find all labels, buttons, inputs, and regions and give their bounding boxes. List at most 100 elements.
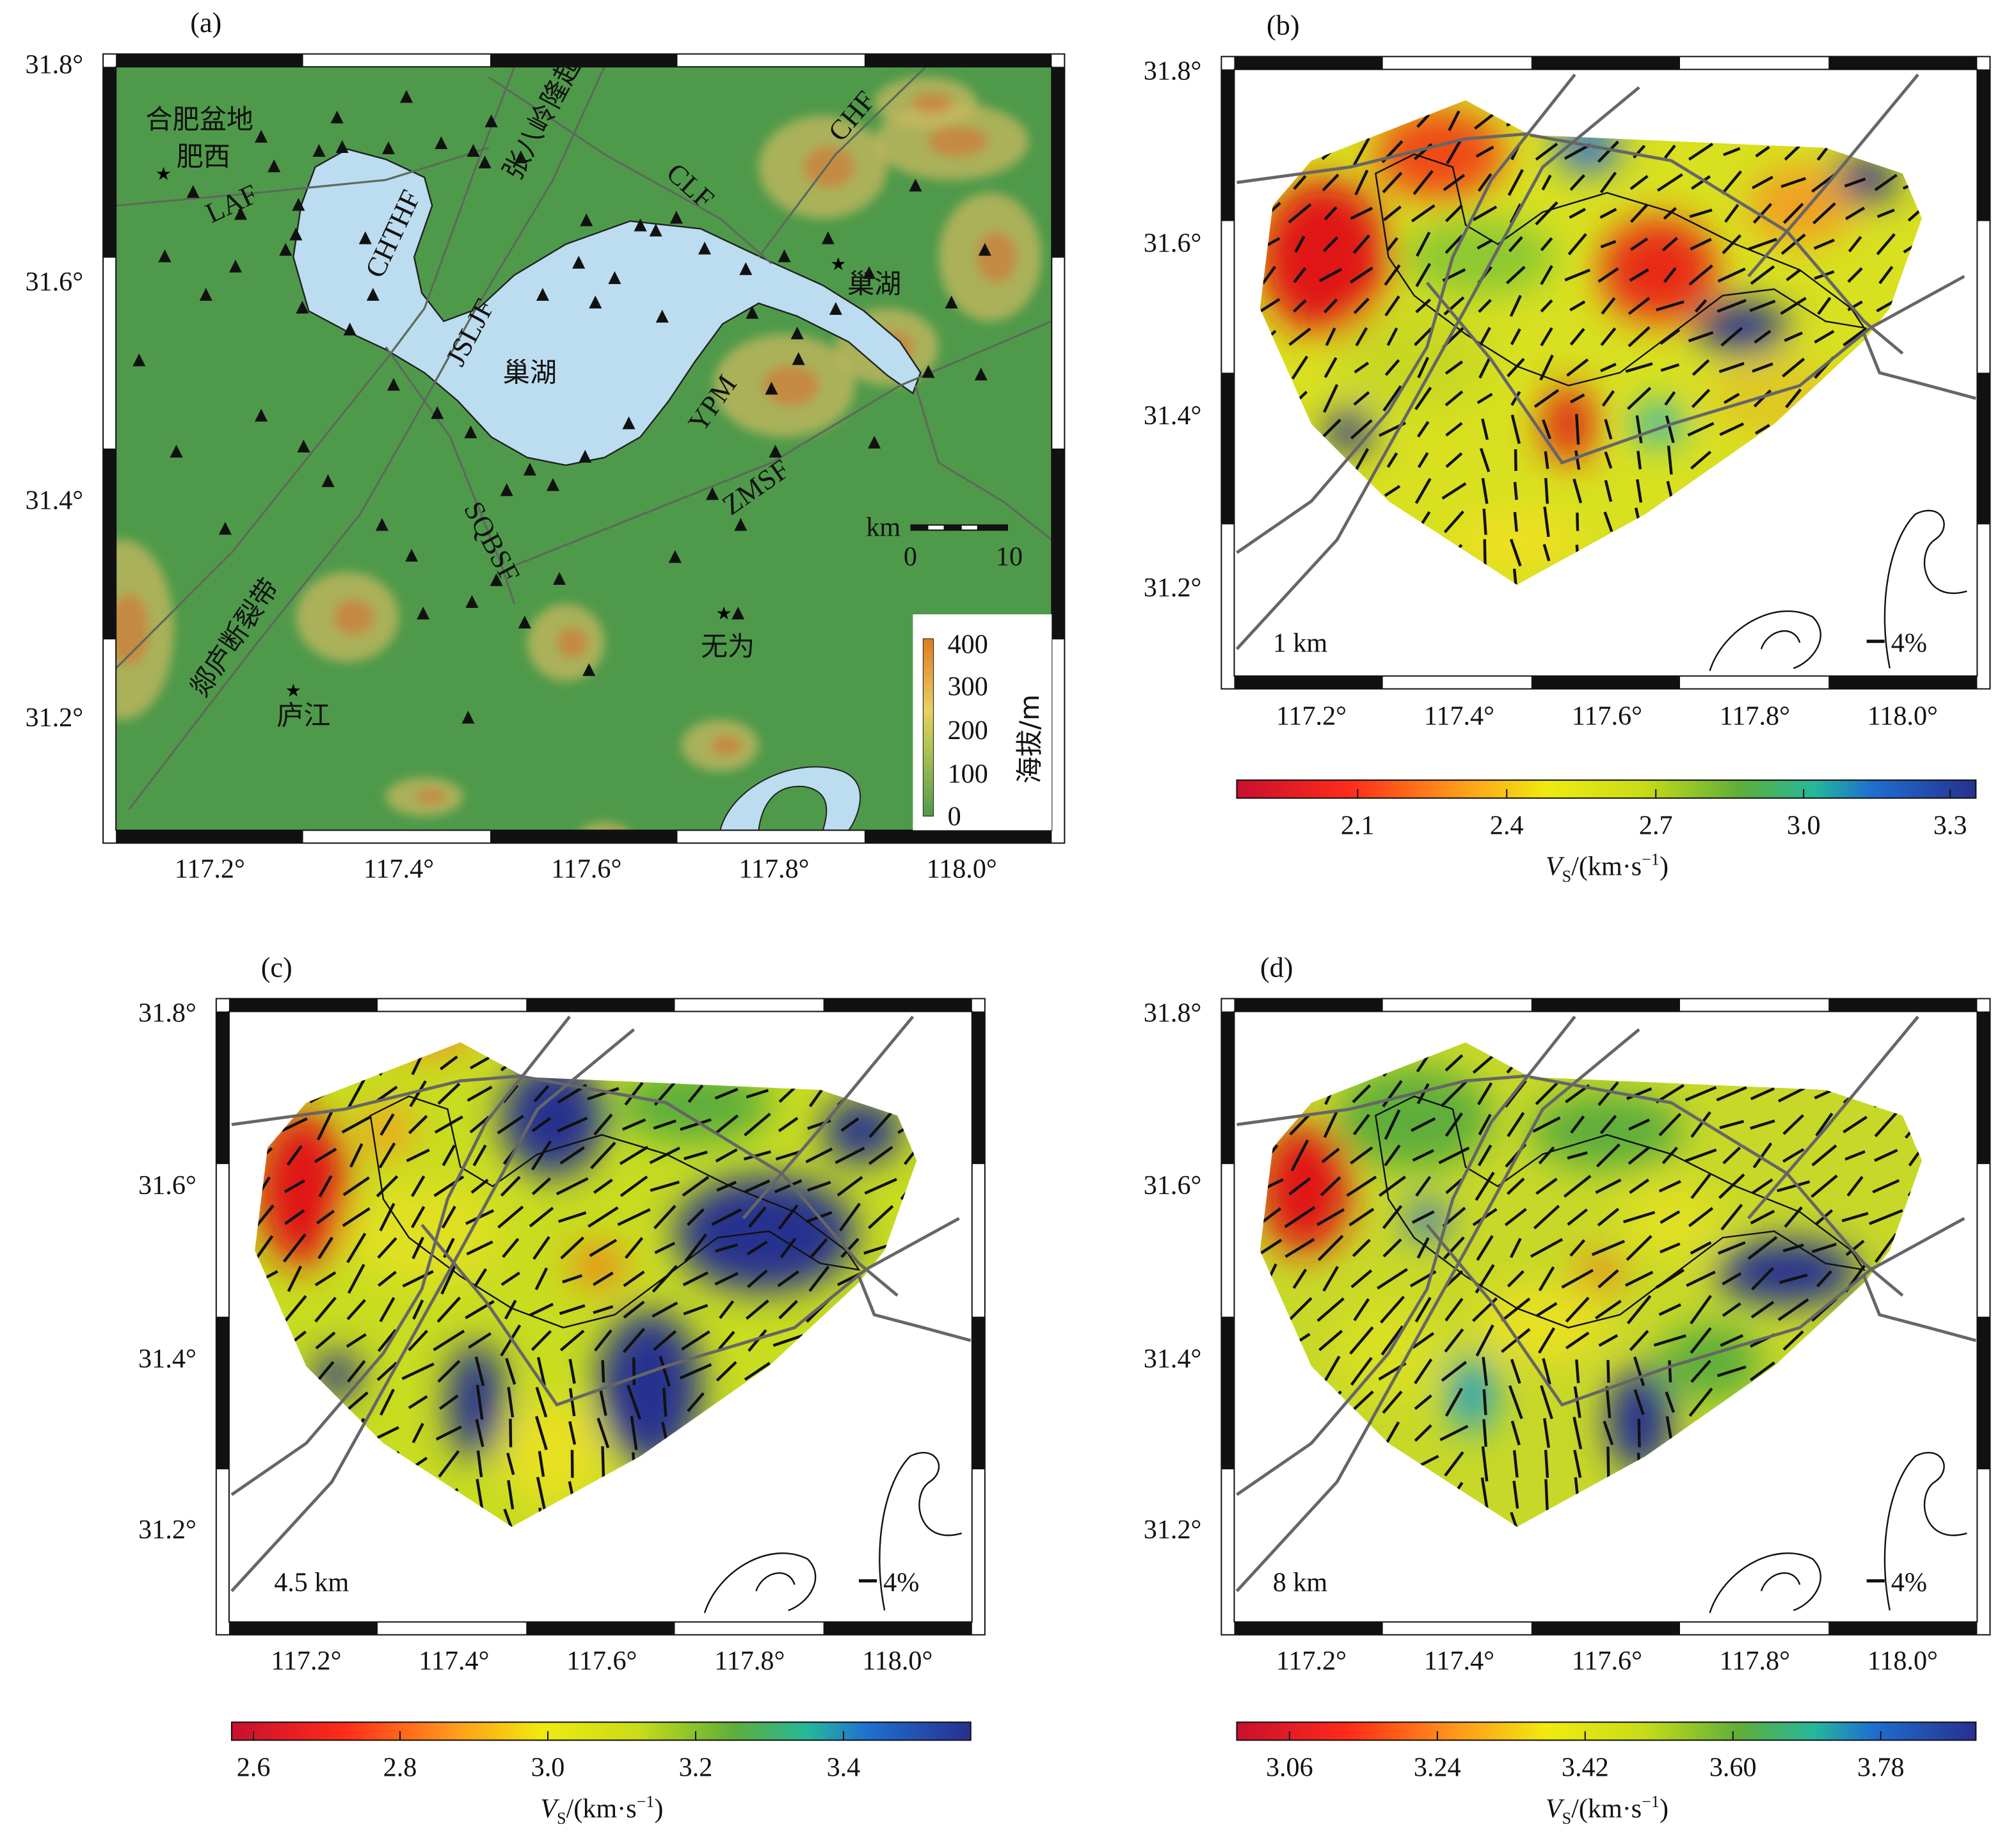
station-triangle-icon [358,231,372,244]
station-triangle-icon [464,425,477,438]
x-tick-label: 118.0° [862,1646,932,1676]
station-triangle-icon [518,616,531,629]
colorbar-tick-label: 2.1 [1341,810,1375,840]
station-triangle-icon [909,179,922,192]
city-star-icon: ★ [285,682,301,701]
station-triangle-icon [863,266,876,279]
station-triangle-icon [792,352,805,365]
vs-tomography-map [255,1042,917,1527]
station-triangle-icon [668,550,682,563]
panel-b: (b) 31.8° 31.6° 31.4° 31.2° 117.2° 117.4° 117.6… [1144,10,1991,886]
panel-d: (d) 31.8° 31.6° 31.4° 31.2° 117.2° 117.4° 117.6… [1144,952,1991,1828]
scale-end: 10 [996,542,1023,572]
colorbar-tick-label: 3.0 [1787,810,1821,840]
elev-tick: 200 [948,715,988,746]
station-triangle-icon [343,323,356,336]
label-hefei-basin: 合肥盆地 [145,104,253,135]
depth-label: 1 km [1273,628,1328,658]
colorbar-title: VS/(km·s−1) [1546,1792,1668,1828]
y-tick-label: 31.4° [1144,401,1202,431]
panel-label: (a) [190,7,221,38]
title-exp: −1 [1642,850,1660,869]
title-v: V [1546,852,1565,882]
station-triangle-icon [523,463,536,476]
station-triangle-icon [732,606,745,620]
scale-bar: km 0 10 [866,513,1023,572]
station-triangle-icon [228,259,242,273]
y-tick-label: 31.2° [138,1515,196,1545]
station-triangle-icon [218,522,232,535]
city-star-icon: ★ [156,164,172,184]
title-unit: /(km·s [1571,852,1642,882]
fault-lines [116,67,1052,811]
x-tick-label: 117.2° [175,854,245,884]
station-triangle-icon [580,213,593,227]
title-close: ) [654,1794,663,1824]
station-triangle-icon [579,449,592,463]
station-triangle-icon [589,295,602,309]
station-triangle-icon [435,136,448,149]
station-triangle-icon [467,143,480,157]
station-triangle-icon [790,326,804,340]
station-triangle-icon [649,223,662,237]
colorbar-tick-label: 2.6 [237,1753,271,1783]
x-tick-label: 117.4° [1424,1646,1494,1676]
map-frame [1220,56,1991,690]
station-triangle-icon [279,243,292,256]
y-tick-label: 31.6° [1144,228,1202,259]
x-tick-label: 117.8° [1720,1646,1790,1676]
station-triangle-icon [312,143,326,157]
station-triangle-icon [255,408,268,422]
x-tick-label: 117.2° [1276,1646,1347,1676]
station-triangle-icon [465,594,479,608]
title-sub: S [1562,1809,1572,1828]
map-frame: 31.8° 31.6° 31.4° 31.2° 117.2° 117.4° 117.6° 11… [25,49,1066,884]
station-triangle-icon [297,439,310,452]
colorbar: 2.1 2.4 2.7 3.0 3.3 VS/(km·s−1) [1236,779,1977,886]
colorbar-tick-label: 3.2 [679,1753,713,1783]
x-tick-label: 117.8° [714,1646,785,1676]
station-triangle-icon [381,141,395,155]
colorbar-tick-label: 2.7 [1639,810,1673,840]
title-close: ) [1660,1794,1668,1824]
station-triangle-icon [778,249,791,262]
title-close: ) [1660,852,1668,882]
station-triangle-icon [546,478,560,491]
colorbar-title: VS/(km·s−1) [1546,850,1668,886]
station-triangle-icon [431,406,444,419]
scale-unit: km [866,513,900,543]
elevation-legend: 400 300 200 100 0 海拔/m [913,614,1052,831]
colorbar-tick-label: 3.42 [1562,1753,1609,1783]
colorbar-tick-label: 3.3 [1933,810,1967,840]
station-triangle-icon [234,207,248,220]
city-star-icon: ★ [716,604,732,624]
colorbar-tick-label: 3.60 [1709,1753,1757,1783]
elev-legend-title: 海拔/m [1014,694,1045,784]
station-triangle-icon [868,435,881,449]
elev-tick: 100 [948,759,988,789]
fault-overlay [1235,73,1976,671]
station-triangle-icon [769,444,782,458]
depth-label: 8 km [1273,1567,1328,1597]
station-triangle-icon [158,249,172,262]
station-triangle-icon [706,487,719,500]
title-exp: −1 [637,1792,655,1811]
station-triangle-icon [268,159,281,173]
map-frame [215,998,986,1636]
label-wuwei: 无为 [701,630,755,662]
x-tick-label: 118.0° [927,854,997,884]
y-tick-label: 31.6° [1144,1170,1202,1200]
anisotropy-scale-label: 4% [1891,1567,1927,1597]
title-sub: S [1562,867,1572,886]
station-triangle-icon [366,287,380,301]
station-triangle-icon [330,110,344,124]
station-triangle-icon [536,287,549,301]
colorbar: 2.6 2.8 3.0 3.2 3.4 VS/(km·s−1) [230,1721,972,1828]
title-unit: /(km·s [566,1794,637,1824]
colorbar-tick-label: 3.4 [827,1753,861,1783]
anisotropy-scale-label: 4% [883,1567,919,1597]
x-tick-label: 117.6° [551,854,621,884]
station-triangle-icon [255,129,268,143]
y-tick-label: 31.8° [1144,998,1202,1028]
station-triangle-icon [186,185,200,198]
